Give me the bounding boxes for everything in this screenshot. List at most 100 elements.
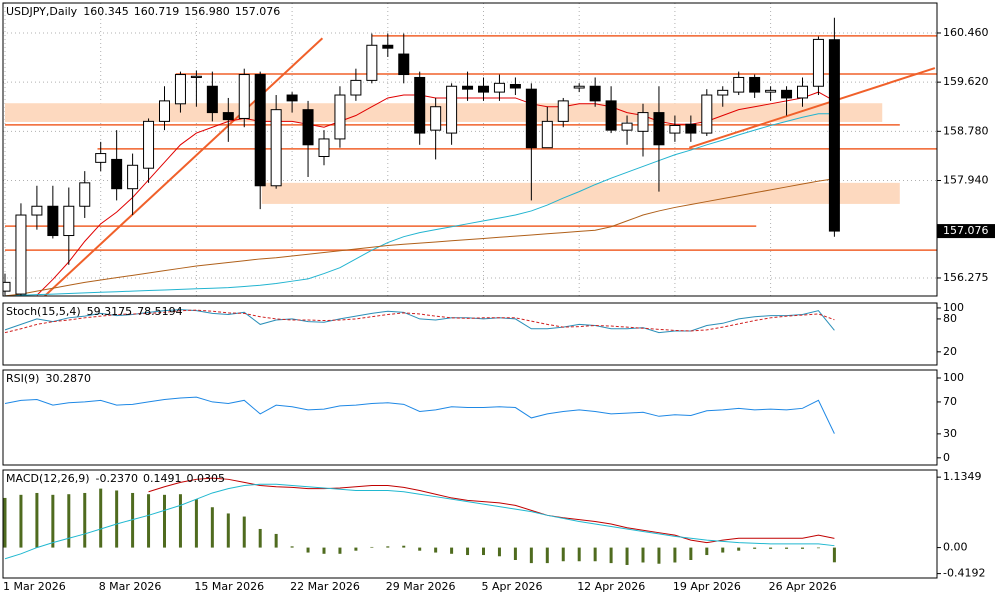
- y-tick-label: -0.4192: [943, 567, 985, 580]
- candle-body: [828, 39, 840, 232]
- y-tick-label: 160.460: [943, 26, 989, 39]
- panel-frame: [2, 369, 938, 466]
- candle-body: [557, 100, 569, 122]
- panel-title: MACD(12,26,9): [6, 472, 90, 485]
- trend-line: [688, 67, 936, 149]
- panel-title: RSI(9): [6, 372, 39, 385]
- histogram-bar: [242, 516, 246, 548]
- x-tick-label: 19 Apr 2026: [673, 580, 741, 593]
- candle-body: [812, 38, 824, 87]
- candle-body: [589, 85, 601, 102]
- y-tick-label: 30: [943, 427, 957, 440]
- panel-frame: [2, 469, 938, 579]
- candle-body: [573, 85, 585, 89]
- histogram-bar: [178, 494, 182, 548]
- candle-body: [509, 83, 521, 89]
- candle-body: [765, 89, 777, 93]
- candle-body: [685, 123, 697, 134]
- candle-body: [541, 120, 553, 149]
- histogram-bar: [51, 494, 55, 548]
- candle-body: [270, 109, 282, 187]
- panel-title: USDJPY,Daily: [6, 5, 78, 18]
- histogram-bar: [737, 547, 741, 551]
- candle-body: [749, 76, 761, 93]
- histogram-bar: [513, 547, 517, 560]
- candle-body: [621, 122, 633, 131]
- y-tick-label: 70: [943, 395, 957, 408]
- histogram-bar: [753, 547, 757, 549]
- histogram-bar: [3, 497, 7, 548]
- candle-body: [95, 153, 107, 163]
- y-tick-label: 159.620: [943, 75, 989, 88]
- histogram-bar: [832, 547, 836, 563]
- histogram-bar: [450, 547, 454, 554]
- histogram-bar: [769, 547, 773, 549]
- readout-value: 157.076: [235, 5, 281, 18]
- histogram-bar: [418, 547, 422, 551]
- candle-body: [3, 281, 11, 292]
- histogram-bar: [434, 547, 438, 553]
- candle-body: [238, 74, 250, 119]
- histogram-bar: [258, 528, 262, 548]
- candle-body: [111, 158, 123, 190]
- indicator-line: [4, 309, 835, 334]
- candle-body: [174, 74, 186, 105]
- histogram-bar: [322, 547, 326, 554]
- candle-body: [350, 79, 362, 96]
- candle-body: [653, 112, 665, 146]
- candle-body: [781, 89, 793, 99]
- histogram-bar: [386, 546, 390, 548]
- readout-value: 160.345: [83, 5, 129, 18]
- panel: [4, 309, 835, 334]
- x-tick-label: 1 Mar 2026: [3, 580, 66, 593]
- indicator-line: [148, 477, 835, 544]
- panel-title: Stoch(15,5,4): [6, 305, 81, 318]
- candle-body: [334, 94, 346, 140]
- histogram-bar: [83, 492, 87, 548]
- readout-value: 78.5194: [137, 305, 183, 318]
- histogram-bar: [290, 546, 294, 548]
- histogram-bar: [19, 494, 23, 548]
- histogram-bar: [705, 547, 709, 556]
- readout-value: 30.2870: [45, 372, 91, 385]
- histogram-bar: [226, 513, 230, 548]
- candle-body: [430, 106, 442, 131]
- indicator-line: [4, 396, 835, 434]
- candle-body: [254, 74, 266, 187]
- candle-body: [669, 124, 681, 134]
- readout-value: 0.1491: [143, 472, 182, 485]
- histogram-bar: [99, 488, 103, 548]
- candle-body: [493, 82, 505, 93]
- candle-body: [701, 94, 713, 134]
- indicator-line: [4, 309, 835, 334]
- histogram-bar: [306, 547, 310, 553]
- x-tick-label: 12 Apr 2026: [577, 580, 645, 593]
- x-tick-label: 5 Apr 2026: [482, 580, 543, 593]
- candle-body: [733, 76, 745, 93]
- candle-body: [222, 112, 234, 121]
- readout-value: -0.2370: [96, 472, 138, 485]
- candle-body: [63, 205, 75, 237]
- candle-body: [797, 85, 808, 99]
- y-tick-label: 100: [943, 371, 964, 384]
- histogram-bar: [561, 547, 565, 562]
- histogram-bar: [673, 547, 677, 563]
- candle-body: [382, 44, 394, 49]
- histogram-bar: [721, 547, 725, 553]
- x-tick-label: 22 Mar 2026: [290, 580, 360, 593]
- histogram-bar: [801, 547, 804, 549]
- panel: [3, 3, 937, 296]
- candle-body: [525, 88, 537, 149]
- y-tick-label: 1.1349: [943, 470, 982, 483]
- histogram-bar: [338, 547, 342, 554]
- histogram-bar: [577, 547, 581, 562]
- candle-body: [15, 214, 27, 295]
- price-box: [937, 224, 995, 239]
- histogram-bar: [147, 494, 151, 548]
- panel-frame: [2, 2, 938, 297]
- histogram-bar: [816, 547, 820, 549]
- histogram-bar: [131, 492, 135, 548]
- candle-body: [31, 205, 43, 216]
- candle-body: [286, 94, 298, 102]
